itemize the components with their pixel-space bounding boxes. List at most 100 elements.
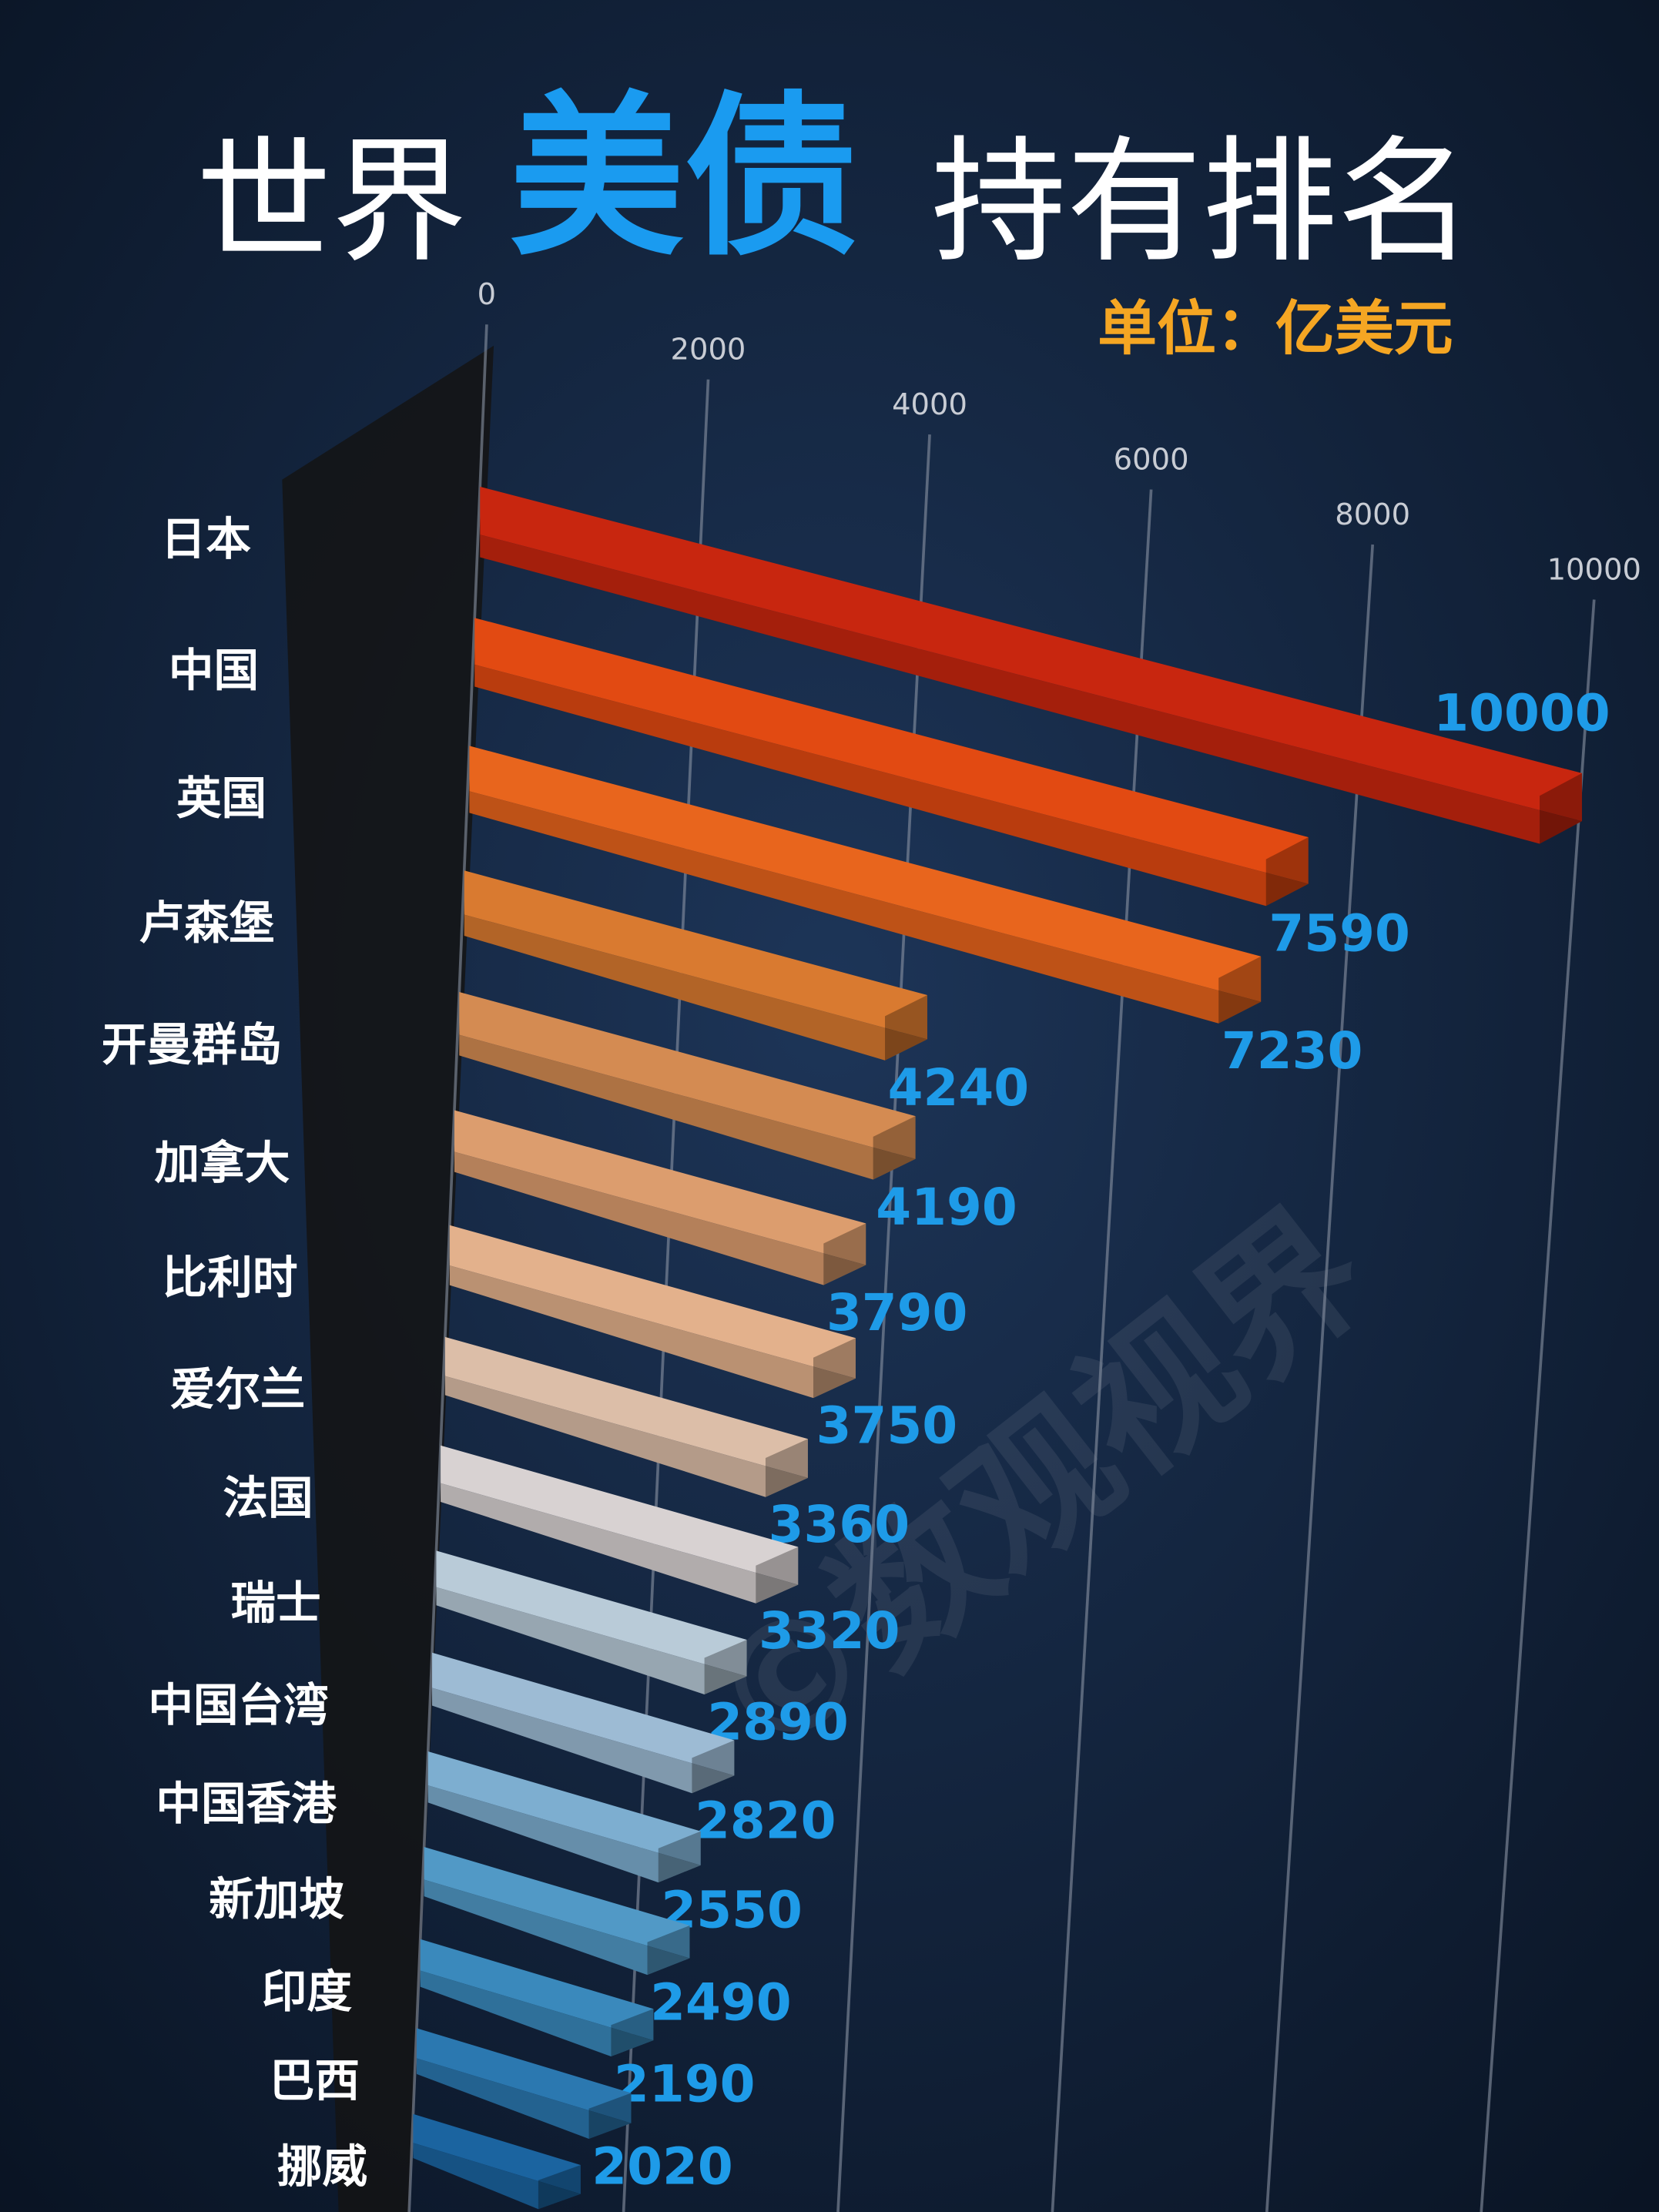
value-label: 10000 <box>1433 684 1610 743</box>
category-label: 开曼群岛 <box>102 1017 282 1071</box>
bar <box>469 746 1262 1024</box>
bar-shade <box>480 535 1582 844</box>
bar <box>424 1846 690 1976</box>
bar-end <box>1218 956 1262 1024</box>
category-label: 瑞士 <box>230 1577 320 1630</box>
bar <box>474 618 1309 907</box>
bar-shade <box>427 1785 701 1883</box>
grid-line <box>1051 489 1153 2212</box>
x-tick-label: 8000 <box>1335 498 1410 532</box>
grid-line <box>1480 599 1596 2212</box>
bar-shade <box>416 2058 632 2139</box>
bar-end <box>588 2093 632 2139</box>
x-tick-label: 10000 <box>1547 552 1641 587</box>
bar-end <box>611 2009 654 2057</box>
category-label: 印度 <box>262 1965 353 2018</box>
value-label: 2020 <box>592 2137 732 2196</box>
bar-end <box>658 1831 701 1883</box>
bar-top <box>420 1939 654 2041</box>
value-label: 4190 <box>876 1178 1017 1237</box>
bar-front <box>441 1483 799 1604</box>
bar-shade <box>436 1587 747 1694</box>
bar-front <box>480 535 1582 844</box>
bar-top <box>441 1445 799 1585</box>
title-highlight: 美债 <box>509 75 859 280</box>
bar-front <box>427 1785 701 1883</box>
value-label: 2490 <box>650 1972 791 2032</box>
bar <box>459 992 916 1180</box>
bar-end <box>538 2165 581 2210</box>
bar-top <box>427 1751 701 1865</box>
bar-end <box>1540 773 1582 844</box>
category-label: 比利时 <box>163 1251 298 1304</box>
category-label: 中国台湾 <box>148 1678 328 1731</box>
category-label: 卢森堡 <box>139 897 274 950</box>
bar <box>444 1336 808 1497</box>
value-label: 2190 <box>614 2054 755 2113</box>
value-label: 1580 <box>541 2207 682 2212</box>
category-label: 挪威 <box>277 2140 367 2193</box>
value-label: 2820 <box>695 1791 836 1851</box>
bar-end <box>873 1116 916 1180</box>
bar-top <box>436 1550 747 1677</box>
bar-end <box>1265 836 1309 907</box>
category-label: 中国 <box>169 644 259 697</box>
bar-shade <box>424 1879 690 1976</box>
bar-top <box>449 1225 856 1379</box>
bar-front <box>444 1376 808 1497</box>
bar-shade <box>464 914 927 1061</box>
bar-top <box>459 992 916 1159</box>
bar-end <box>823 1223 866 1285</box>
bar-top <box>474 618 1309 884</box>
bar <box>436 1550 747 1694</box>
bar <box>413 2113 581 2210</box>
bar-top <box>464 870 927 1040</box>
bar-shade <box>449 1265 856 1399</box>
bar-front <box>432 1687 735 1794</box>
bar-top <box>480 486 1582 822</box>
bar <box>427 1751 701 1883</box>
value-label: 3750 <box>816 1396 957 1456</box>
bar-shade <box>432 1687 735 1794</box>
bar-shade <box>469 791 1262 1024</box>
value-label: 7590 <box>1269 904 1409 964</box>
bar <box>441 1445 799 1604</box>
bar-end <box>647 1925 690 1976</box>
bar-front <box>416 2058 632 2139</box>
bar <box>449 1225 856 1399</box>
category-label: 巴西 <box>270 2054 360 2107</box>
x-tick-label: 0 <box>478 277 496 312</box>
bar-end <box>885 995 927 1061</box>
back-wall <box>282 345 494 2212</box>
bar-front <box>469 791 1262 1024</box>
bar-top <box>444 1336 808 1478</box>
category-label: 爱尔兰 <box>170 1362 306 1416</box>
bar-shade <box>413 2143 581 2210</box>
bar-front <box>413 2143 581 2210</box>
category-label: 日本 <box>161 512 252 565</box>
bar-top <box>413 2113 581 2194</box>
bar-front <box>424 1879 690 1976</box>
bar <box>464 870 927 1061</box>
bar-front <box>436 1587 747 1694</box>
bar-top <box>424 1846 690 1959</box>
bar-end <box>813 1338 856 1399</box>
bar-shade <box>441 1483 799 1604</box>
bar-front <box>449 1265 856 1399</box>
bar-end <box>765 1439 808 1497</box>
bar-front <box>474 664 1309 907</box>
value-label: 3320 <box>759 1601 900 1661</box>
title-part: 持有排名 <box>931 124 1473 281</box>
category-label: 英国 <box>176 772 266 825</box>
bar <box>480 486 1582 844</box>
value-label: 7230 <box>1222 1021 1362 1081</box>
bar-shade <box>444 1376 808 1497</box>
category-label: 加拿大 <box>155 1136 290 1189</box>
grid-line <box>1265 544 1375 2212</box>
category-label: 法国 <box>223 1471 313 1524</box>
value-label: 3360 <box>769 1495 910 1554</box>
bar-end <box>704 1640 747 1694</box>
